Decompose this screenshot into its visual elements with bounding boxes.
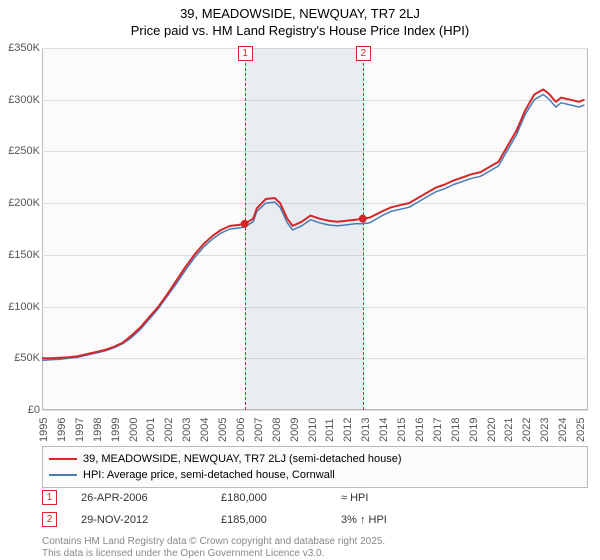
sale-marker-box: 2 (42, 512, 57, 527)
x-tick-label: 2025 (575, 418, 587, 442)
x-tick-label: 2013 (360, 418, 372, 442)
x-tick-label: 2020 (486, 418, 498, 442)
legend-label: 39, MEADOWSIDE, NEWQUAY, TR7 2LJ (semi-d… (83, 453, 402, 465)
footer-line: Contains HM Land Registry data © Crown c… (42, 536, 588, 548)
sale-row: 2 29-NOV-2012 £185,000 3% ↑ HPI (42, 512, 588, 527)
x-tick-label: 2016 (414, 418, 426, 442)
y-tick-label: £0 (0, 404, 40, 416)
sale-vs-hpi: ≈ HPI (341, 492, 588, 504)
x-tick-label: 2001 (145, 418, 157, 442)
x-tick-label: 1997 (74, 418, 86, 442)
x-tick-label: 2019 (468, 418, 480, 442)
x-tick-label: 2022 (521, 418, 533, 442)
sale-marker-box: 1 (42, 490, 57, 505)
sale-row: 1 26-APR-2006 £180,000 ≈ HPI (42, 490, 588, 505)
legend-label: HPI: Average price, semi-detached house,… (83, 469, 335, 481)
footer: Contains HM Land Registry data © Crown c… (42, 536, 588, 560)
x-tick-label: 2007 (253, 418, 265, 442)
chart-area (42, 48, 588, 410)
y-tick-label: £350K (0, 42, 40, 54)
line-series (42, 48, 588, 410)
x-tick-label: 2023 (539, 418, 551, 442)
sale-price: £180,000 (221, 492, 341, 504)
x-tick-label: 2021 (503, 418, 515, 442)
x-tick-label: 2003 (181, 418, 193, 442)
marker-label-box: 2 (356, 46, 371, 61)
legend: 39, MEADOWSIDE, NEWQUAY, TR7 2LJ (semi-d… (42, 446, 588, 488)
x-tick-label: 2011 (324, 418, 336, 442)
y-tick-label: £100K (0, 301, 40, 313)
marker-label-box: 1 (238, 46, 253, 61)
x-tick-label: 2008 (271, 418, 283, 442)
sale-date: 26-APR-2006 (81, 492, 221, 504)
chart-title: 39, MEADOWSIDE, NEWQUAY, TR7 2LJ (0, 0, 600, 21)
x-tick-label: 1999 (110, 418, 122, 442)
legend-row: 39, MEADOWSIDE, NEWQUAY, TR7 2LJ (semi-d… (49, 451, 581, 467)
y-tick-label: £200K (0, 197, 40, 209)
sale-price: £185,000 (221, 514, 341, 526)
x-tick-label: 1998 (92, 418, 104, 442)
sale-date: 29-NOV-2012 (81, 514, 221, 526)
x-tick-label: 2017 (432, 418, 444, 442)
x-tick-label: 2015 (396, 418, 408, 442)
y-tick-label: £250K (0, 145, 40, 157)
x-tick-label: 2009 (289, 418, 301, 442)
legend-row: HPI: Average price, semi-detached house,… (49, 467, 581, 483)
x-tick-label: 2002 (163, 418, 175, 442)
x-tick-label: 1995 (38, 418, 50, 442)
x-tick-label: 2012 (342, 418, 354, 442)
x-tick-label: 2005 (217, 418, 229, 442)
sale-vs-hpi: 3% ↑ HPI (341, 514, 588, 526)
legend-swatch (49, 474, 77, 476)
y-tick-label: £50K (0, 352, 40, 364)
x-tick-label: 1996 (56, 418, 68, 442)
x-tick-label: 2006 (235, 418, 247, 442)
chart-subtitle: Price paid vs. HM Land Registry's House … (0, 21, 600, 38)
footer-line: This data is licensed under the Open Gov… (42, 548, 588, 560)
x-tick-label: 2010 (307, 418, 319, 442)
x-tick-label: 2024 (557, 418, 569, 442)
x-tick-label: 2000 (128, 418, 140, 442)
x-tick-label: 2014 (378, 418, 390, 442)
x-tick-label: 2018 (450, 418, 462, 442)
legend-swatch (49, 458, 77, 460)
y-tick-label: £300K (0, 94, 40, 106)
y-tick-label: £150K (0, 249, 40, 261)
x-tick-label: 2004 (199, 418, 211, 442)
